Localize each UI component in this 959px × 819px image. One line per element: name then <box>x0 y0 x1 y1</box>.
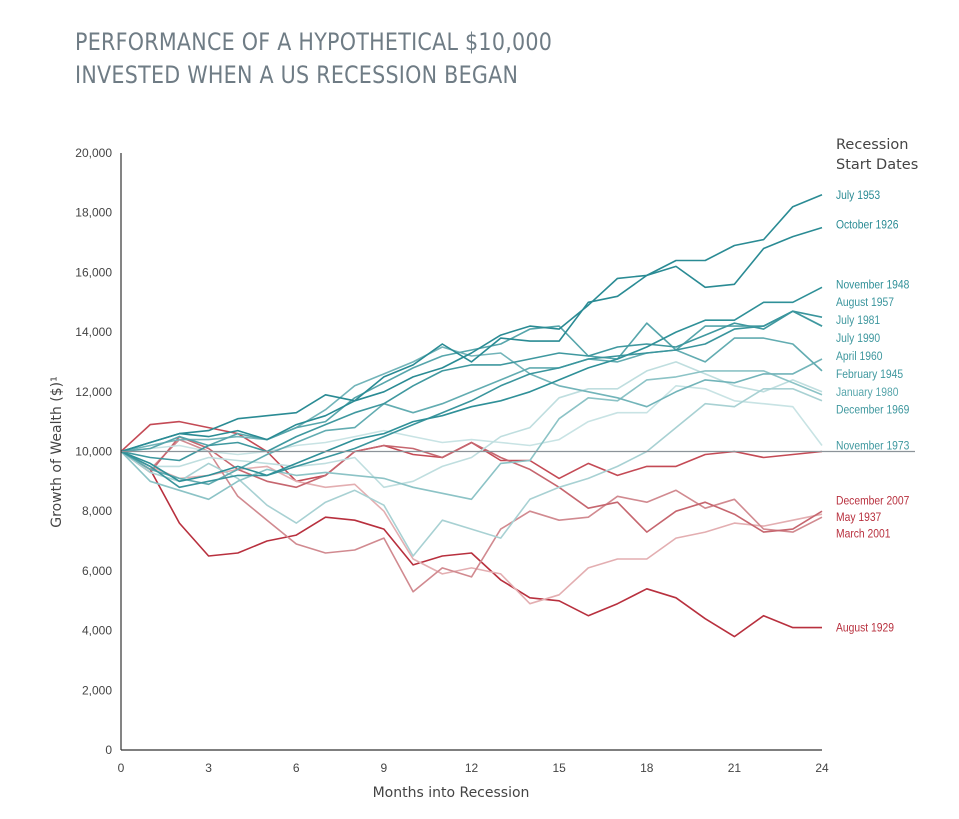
series-line-december-1969 <box>120 387 823 557</box>
y-tick-label: 16,000 <box>75 265 112 279</box>
series-label: November 1973 <box>836 440 909 453</box>
series-label: February 1945 <box>836 368 903 381</box>
series-line-march-2001 <box>120 450 823 605</box>
x-tick-label: 6 <box>293 761 300 775</box>
series-label: July 1981 <box>836 315 880 328</box>
series-lines <box>120 194 823 638</box>
x-tick-label: 15 <box>552 761 566 775</box>
y-tick-label: 4,000 <box>82 624 112 638</box>
y-axis-label: Growth of Wealth ($)¹ <box>49 376 65 527</box>
x-tick-label: 12 <box>465 761 479 775</box>
series-line-october-1926 <box>120 226 823 453</box>
y-tick-label: 10,000 <box>75 445 112 459</box>
series-line-august-1957 <box>120 310 823 489</box>
y-tick-label: 12,000 <box>75 385 112 399</box>
axes <box>120 153 822 751</box>
series-label: May 1937 <box>836 512 881 525</box>
series-line-november-1973-tail- <box>120 384 823 456</box>
y-tick-label: 2,000 <box>82 683 112 697</box>
x-axis-label: Months into Recession <box>373 785 530 801</box>
legend-title-line-1: Recession <box>836 137 908 153</box>
chart-title-line-1: PERFORMANCE OF A HYPOTHETICAL $10,000 <box>75 28 553 56</box>
series-label: July 1953 <box>836 189 880 202</box>
x-tick-label: 3 <box>205 761 212 775</box>
series-label: December 1969 <box>836 404 909 417</box>
series-label: March 2001 <box>836 528 890 541</box>
series-line-august-1929 <box>120 450 822 638</box>
series-label: December 2007 <box>836 495 909 508</box>
series-label: January 1980 <box>836 386 899 399</box>
x-tick-label: 18 <box>640 761 654 775</box>
x-tick-labels: 0 3 6 9 12 15 18 21 24 <box>118 761 829 775</box>
chart-title: PERFORMANCE OF A HYPOTHETICAL $10,000 IN… <box>75 26 552 92</box>
y-tick-label: 14,000 <box>75 325 112 339</box>
series-line-january-1980 <box>120 370 823 501</box>
legend-title-line-2: Start Dates <box>836 157 918 173</box>
y-tick-labels: 0 2,000 4,000 6,000 8,000 10,000 12,000 14,000 1… <box>75 146 112 757</box>
series-label: October 1926 <box>836 219 899 232</box>
y-tick-label: 0 <box>105 743 112 757</box>
series-label: August 1957 <box>836 297 894 310</box>
series-label: November 1948 <box>836 279 909 292</box>
series-line-november-1973 <box>120 361 823 489</box>
y-tick-label: 20,000 <box>75 146 112 160</box>
series-line-may-1937 <box>120 438 823 593</box>
y-tick-label: 18,000 <box>75 206 112 220</box>
series-label: August 1929 <box>836 622 894 635</box>
series-line-april-1960 <box>120 337 823 486</box>
x-tick-label: 9 <box>381 761 388 775</box>
x-tick-label: 0 <box>118 761 125 775</box>
series-label: July 1990 <box>836 332 880 345</box>
y-tick-label: 6,000 <box>82 564 112 578</box>
x-tick-label: 24 <box>815 761 829 775</box>
series-line-july-1953 <box>120 194 823 453</box>
series-labels: July 1953 October 1926 November 1948 August… <box>836 189 909 635</box>
x-tick-label: 21 <box>728 761 742 775</box>
series-line-february-1945 <box>120 346 823 453</box>
series-line-july-1981 <box>120 310 823 462</box>
y-tick-label: 8,000 <box>82 504 112 518</box>
series-label: April 1960 <box>836 350 882 363</box>
chart-title-line-2: INVESTED WHEN A US RECESSION BEGAN <box>75 61 519 89</box>
series-line-july-1990 <box>120 310 823 453</box>
series-line-november-1948 <box>120 286 823 483</box>
